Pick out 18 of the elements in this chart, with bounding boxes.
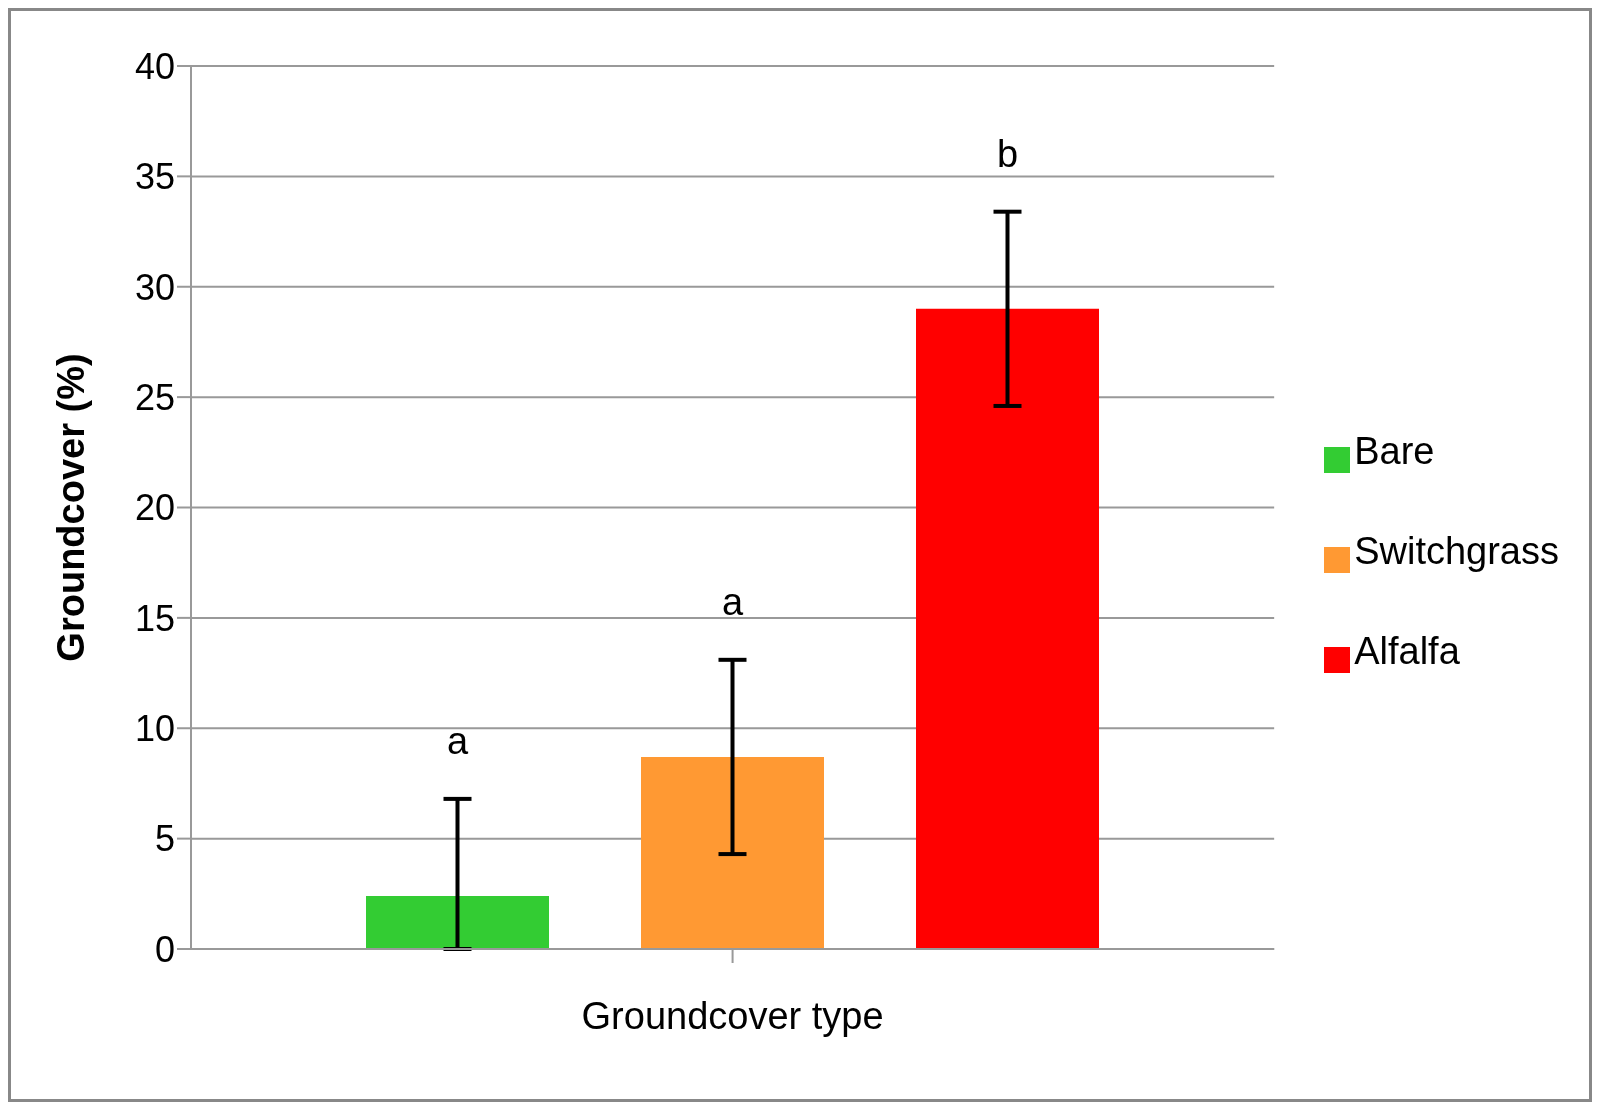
y-tick-label: 10 (134, 708, 175, 750)
y-tick-label: 35 (134, 156, 175, 198)
annotation: b (996, 132, 1019, 175)
y-tick-label: 15 (134, 597, 175, 639)
x-axis-title: Groundcover type (581, 995, 884, 1037)
y-tick-label: 40 (134, 45, 175, 87)
y-tick-label: 30 (134, 266, 175, 308)
annotation: a (721, 580, 744, 623)
bar (916, 308, 1099, 949)
y-tick-label: 20 (134, 487, 175, 529)
y-tick-label: 0 (154, 928, 175, 970)
y-axis-title: Groundcover (%) (50, 353, 93, 662)
legend-label: Switchgrass (1354, 530, 1559, 572)
annotation: a (446, 719, 469, 762)
y-tick-label: 5 (154, 818, 175, 860)
legend-label: Bare (1354, 430, 1435, 472)
y-tick-label: 25 (134, 376, 175, 418)
legend-label: Alfalfa (1354, 630, 1460, 672)
